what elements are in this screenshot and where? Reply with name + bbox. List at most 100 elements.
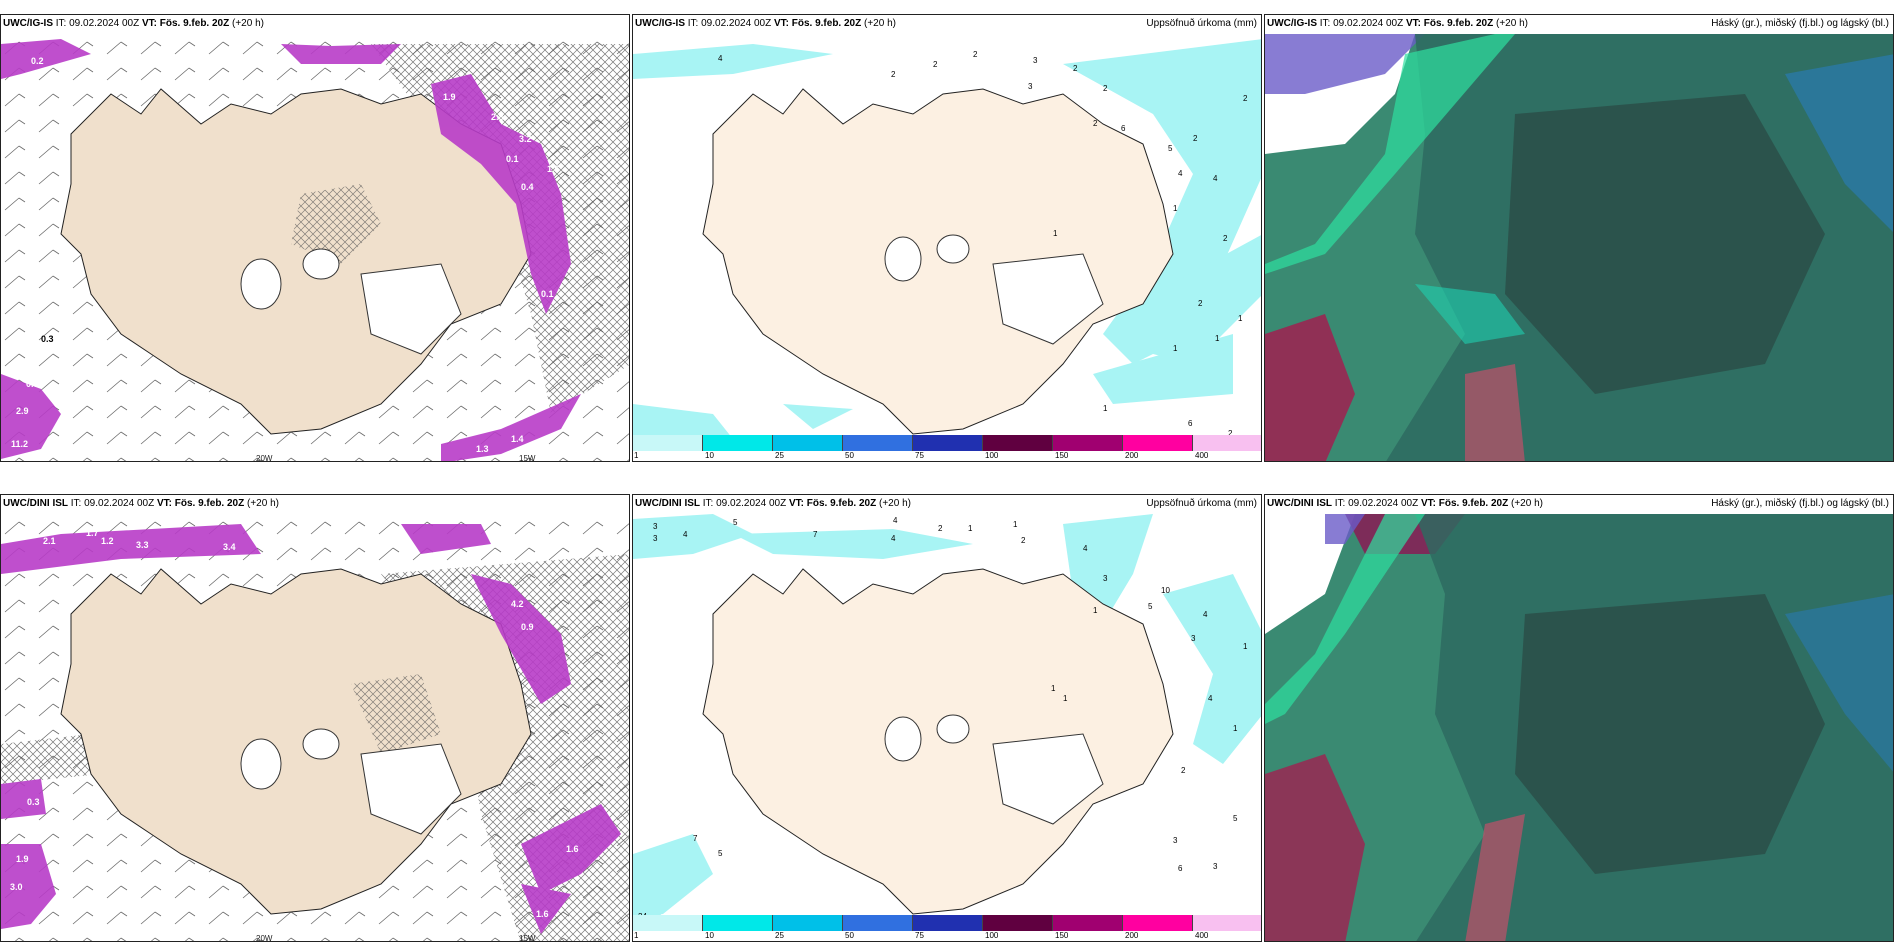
accum-label: 2 (1243, 94, 1248, 103)
colorbar-segment (1193, 435, 1261, 451)
accum-label: 2 (1103, 84, 1108, 93)
accum-label: 2 (1073, 64, 1078, 73)
accum-label: 3 (1213, 862, 1218, 871)
panel-header: UWC/IG-IS IT: 09.02.2024 00Z VT: Fös. 9.… (633, 15, 1261, 34)
panel-title: Uppsöfnuð úrkoma (mm) (1146, 498, 1257, 509)
accum-label: 7 (813, 530, 818, 539)
value-label: 2.8 (491, 112, 504, 122)
value-label: 0.4 (521, 182, 534, 192)
colorbar-tick: 200 (1125, 451, 1139, 460)
map-canvas[interactable]: 3 3 4 5 7 4 4 2 1 1 2 4 3 10 5 4 3 1 1 1… (633, 514, 1261, 941)
colorbar-segment (633, 435, 703, 451)
accum-label: 4 (1208, 694, 1213, 703)
lon-label: 15W (519, 454, 536, 462)
model-name: UWC/DINI ISL (1267, 498, 1332, 509)
colorbar-segment (913, 915, 983, 931)
value-label: 2.1 (43, 536, 56, 546)
panel-title: Háský (gr.), miðský (fj.bl.) og lágský (… (1711, 18, 1889, 29)
accum-label: 1 (1063, 694, 1068, 703)
lead-time: (+20 h) (1511, 498, 1543, 509)
value-label: 0.1 (541, 289, 554, 299)
accum-label: 4 (891, 534, 896, 543)
value-label: 1.9 (443, 92, 456, 102)
colorbar-segment (703, 435, 773, 451)
accum-label: 3 (1033, 56, 1038, 65)
value-label: 2.9 (16, 406, 29, 416)
valid-label: VT: (773, 18, 789, 29)
colorbar-tick: 150 (1055, 931, 1069, 940)
accum-label: 7 (693, 834, 698, 843)
value-label: 0.3 (41, 334, 54, 344)
value-label: 1.3 (476, 444, 489, 454)
valid-label: VT: (1405, 18, 1421, 29)
accum-label: 1 (1238, 314, 1243, 323)
panel-header: UWC/DINI ISL IT: 09.02.2024 00Z VT: Fös.… (633, 495, 1261, 514)
init-time: IT: 09.02.2024 00Z (702, 498, 787, 509)
value-label: 0.6 (26, 379, 39, 389)
panel-header: UWC/DINI ISL IT: 09.02.2024 00Z VT: Fös.… (1265, 495, 1893, 514)
colorbar-segment (843, 435, 913, 451)
accum-label: 4 (893, 516, 898, 525)
map-panel-1: UWC/IG-IS IT: 09.02.2024 00Z VT: Fös. 9.… (0, 14, 630, 462)
map-canvas[interactable]: 0.2 1.9 2.8 3.2 0.1 1.6 0.4 0.3 0.6 2.9 … (1, 34, 629, 462)
map-canvas[interactable]: 2.1 1.7 1.2 3.3 3.4 4.2 0.9 0.3 1.9 3.0 … (1, 514, 629, 942)
lon-label: 20W (256, 934, 273, 942)
accum-label: 6 (1121, 124, 1126, 133)
lon-label: 20W (256, 454, 273, 462)
map-panel-6: UWC/DINI ISL IT: 09.02.2024 00Z VT: Fös.… (1264, 494, 1894, 942)
colorbar-segment (1123, 915, 1193, 931)
colorbar-tick: 75 (915, 931, 924, 940)
colorbar-segment (1193, 915, 1261, 931)
colorbar-tick: 75 (915, 451, 924, 460)
accum-label: 5 (1168, 144, 1173, 153)
colorbar-segment (773, 915, 843, 931)
model-name: UWC/DINI ISL (3, 498, 68, 509)
accum-label: 2 (1228, 429, 1233, 438)
map-canvas[interactable] (1265, 514, 1893, 941)
lead-time: (+20 h) (247, 498, 279, 509)
colorbar-tick: 400 (1195, 451, 1209, 460)
value-label: 0.9 (521, 622, 534, 632)
accum-label: 6 (1178, 864, 1183, 873)
model-name: UWC/DINI ISL (635, 498, 700, 509)
map-canvas[interactable] (1265, 34, 1893, 461)
colorbar-tick: 10 (705, 451, 714, 460)
colorbar-segment (1053, 435, 1123, 451)
valid-label: VT: (141, 18, 157, 29)
lead-time: (+20 h) (232, 18, 264, 29)
accum-label: 1 (1053, 229, 1058, 238)
value-label: 1.9 (16, 854, 29, 864)
valid-time: Fös. 9.feb. 20Z (1423, 18, 1494, 29)
colorbar-segment (1053, 915, 1123, 931)
panel-header: UWC/IG-IS IT: 09.02.2024 00Z VT: Fös. 9.… (1, 15, 629, 34)
value-label: 0.4 (516, 369, 529, 379)
colorbar-tick: 50 (845, 451, 854, 460)
model-name: UWC/IG-IS (635, 18, 685, 29)
accum-label: 3 (1191, 634, 1196, 643)
accum-label: 3 (653, 534, 658, 543)
valid-label: VT: (156, 498, 172, 509)
colorbar-tick: 10 (705, 931, 714, 940)
value-label: 3.4 (223, 542, 236, 552)
init-time: IT: 09.02.2024 00Z (70, 498, 155, 509)
lead-time: (+20 h) (1496, 18, 1528, 29)
panel-title: Uppsöfnuð úrkoma (mm) (1146, 18, 1257, 29)
value-label: 1.6 (566, 844, 579, 854)
lead-time: (+20 h) (864, 18, 896, 29)
init-time: IT: 09.02.2024 00Z (1319, 18, 1404, 29)
colorbar-segment (1123, 435, 1193, 451)
map-canvas[interactable]: 4 2 2 2 3 3 2 2 2 5 6 4 2 1 1 4 2 2 1 1 … (633, 34, 1261, 461)
accum-label: 2 (1193, 134, 1198, 143)
value-label: 3.3 (136, 540, 149, 550)
iceland-land (60, 88, 532, 435)
colorbar-tick: 150 (1055, 451, 1069, 460)
accum-label: 4 (1203, 610, 1208, 619)
colorbar-segment (843, 915, 913, 931)
colorbar-segment (633, 915, 703, 931)
model-name: UWC/IG-IS (1267, 18, 1317, 29)
panel-title: Háský (gr.), miðský (fj.bl.) og lágský (… (1711, 498, 1889, 509)
colorbar-segment (983, 435, 1053, 451)
colorbar-tick: 25 (775, 451, 784, 460)
accum-label: 2 (933, 60, 938, 69)
accum-label: 4 (683, 530, 688, 539)
